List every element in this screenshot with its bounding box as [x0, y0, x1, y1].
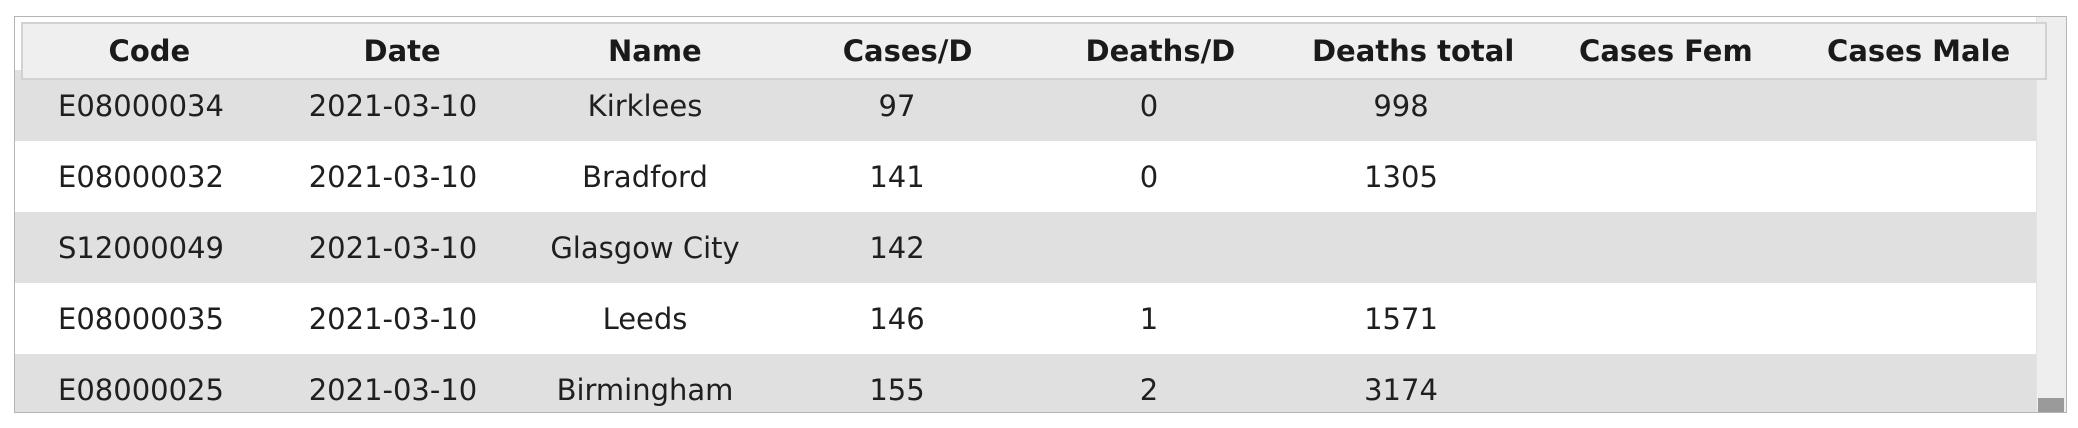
cell-deaths-total: 1571 — [1364, 301, 1438, 336]
cell-cases-fem — [1527, 212, 1779, 283]
table-body[interactable]: E08000034 2021-03-10 Kirklees 97 0 998 E… — [15, 17, 2051, 412]
cell-deaths-total: 3174 — [1364, 372, 1438, 407]
cell-cases-d: 142 — [869, 230, 925, 265]
table-row[interactable]: E08000032 2021-03-10 Bradford 141 0 1305 — [15, 141, 2051, 212]
vertical-scrollbar[interactable] — [2036, 17, 2066, 412]
cell-cases-fem — [1527, 354, 1779, 412]
column-header-cases-d[interactable]: Cases/D — [842, 34, 973, 68]
cell-cases-male — [1779, 70, 2031, 141]
cell-name: Glasgow City — [550, 230, 740, 265]
table-row[interactable]: E08000035 2021-03-10 Leeds 146 1 1571 — [15, 283, 2051, 354]
cell-code: E08000035 — [58, 301, 224, 336]
cell-code: S12000049 — [57, 230, 224, 265]
cell-cases-male — [1779, 212, 2031, 283]
column-header-deaths-d[interactable]: Deaths/D — [1085, 34, 1236, 68]
cell-code: E08000032 — [58, 159, 224, 194]
cell-cases-fem — [1527, 141, 1779, 212]
cell-deaths-total: 998 — [1373, 88, 1429, 123]
cell-name: Bradford — [582, 159, 708, 194]
table-row[interactable]: E08000034 2021-03-10 Kirklees 97 0 998 — [15, 70, 2051, 141]
cell-cases-d: 141 — [869, 159, 925, 194]
cell-date: 2021-03-10 — [308, 159, 478, 194]
cell-cases-d: 97 — [878, 88, 916, 123]
column-header-cases-male[interactable]: Cases Male — [1827, 34, 2011, 68]
cell-date: 2021-03-10 — [308, 301, 478, 336]
cell-name: Kirklees — [587, 88, 703, 123]
cell-code: E08000025 — [58, 372, 224, 407]
scrollbar-thumb[interactable] — [2038, 398, 2064, 412]
cell-deaths-total — [1275, 212, 1527, 283]
table-row[interactable]: E08000025 2021-03-10 Birmingham 155 2 31… — [15, 354, 2051, 412]
cell-cases-male — [1779, 354, 2031, 412]
table-row[interactable]: S12000049 2021-03-10 Glasgow City 142 — [15, 212, 2051, 283]
cell-cases-male — [1779, 141, 2031, 212]
cell-cases-d: 146 — [869, 301, 925, 336]
column-header-cases-fem[interactable]: Cases Fem — [1579, 34, 1753, 68]
column-header-code[interactable]: Code — [108, 34, 191, 68]
cell-cases-male — [1779, 283, 2031, 354]
cell-cases-fem — [1527, 283, 1779, 354]
cell-deaths-d: 0 — [1139, 159, 1159, 194]
cell-deaths-d: 2 — [1139, 372, 1159, 407]
data-table-view: E08000034 2021-03-10 Kirklees 97 0 998 E… — [14, 16, 2067, 413]
column-header-date[interactable]: Date — [363, 34, 441, 68]
cell-date: 2021-03-10 — [308, 230, 478, 265]
cell-deaths-d: 1 — [1139, 301, 1159, 336]
cell-deaths-total: 1305 — [1364, 159, 1438, 194]
column-header-deaths-total[interactable]: Deaths total — [1311, 34, 1515, 68]
table-header: Code Date Name Cases/D Deaths/D Deaths t… — [21, 22, 2047, 80]
cell-code: E08000034 — [58, 88, 224, 123]
column-header-name[interactable]: Name — [608, 34, 702, 68]
cell-cases-fem — [1527, 70, 1779, 141]
cell-name: Birmingham — [556, 372, 734, 407]
cell-date: 2021-03-10 — [308, 372, 478, 407]
cell-deaths-d: 0 — [1139, 88, 1159, 123]
cell-deaths-d — [1023, 212, 1275, 283]
cell-name: Leeds — [602, 301, 688, 336]
cell-date: 2021-03-10 — [308, 88, 478, 123]
cell-cases-d: 155 — [869, 372, 925, 407]
